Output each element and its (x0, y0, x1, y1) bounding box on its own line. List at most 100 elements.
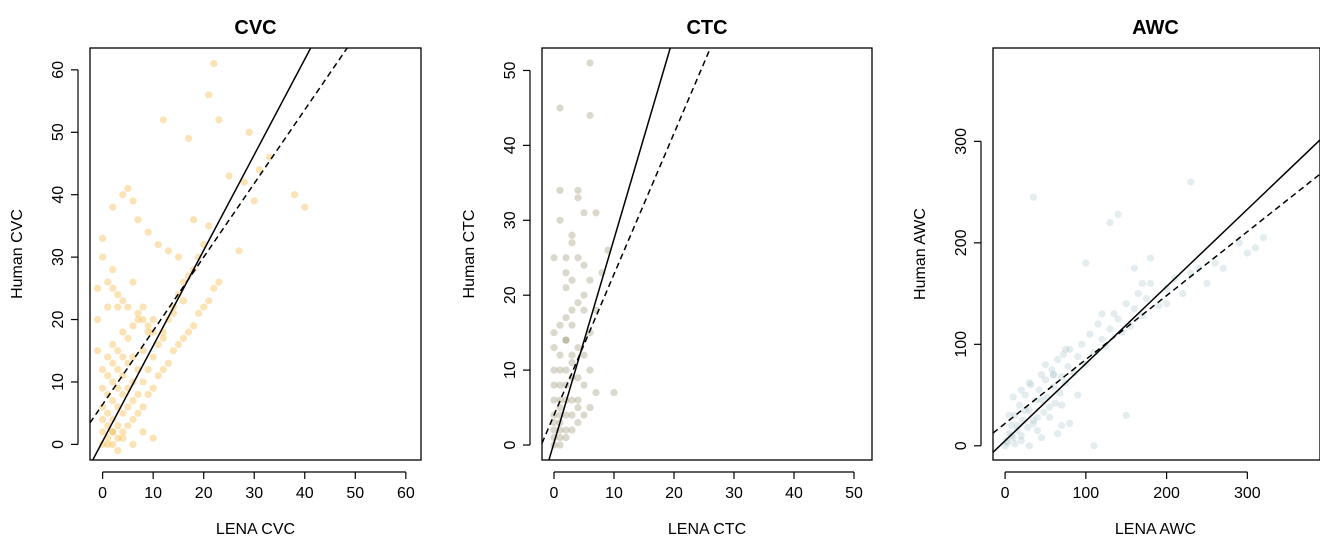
data-point (556, 433, 564, 442)
data-point (139, 403, 147, 411)
fit-line-dashed (542, 48, 712, 444)
data-point (1045, 403, 1054, 411)
data-point (205, 297, 213, 305)
data-point (1138, 279, 1146, 288)
data-point (93, 347, 102, 355)
data-point (556, 351, 564, 359)
data-point (1053, 430, 1062, 438)
data-point (568, 231, 576, 239)
data-point (574, 418, 582, 427)
data-point (562, 411, 570, 419)
data-point (586, 276, 594, 284)
data-point (580, 351, 588, 359)
data-point (562, 426, 570, 434)
data-point (1009, 393, 1017, 401)
data-point (154, 241, 162, 249)
data-point (134, 216, 142, 224)
data-point (240, 178, 248, 186)
data-point (114, 384, 122, 392)
data-point (104, 409, 112, 417)
data-point (144, 365, 152, 374)
data-point (1011, 440, 1019, 448)
fit-line-solid (91, 48, 312, 460)
data-point (159, 116, 167, 124)
data-point (1017, 432, 1025, 440)
data-point (1110, 310, 1118, 318)
x-axis-label: LENA CVC (216, 521, 295, 538)
data-point (1259, 234, 1268, 242)
data-point (205, 222, 213, 230)
data-point (1203, 279, 1211, 288)
data-point (1024, 423, 1032, 432)
x-tick-label: 20 (195, 485, 213, 502)
data-point (1114, 210, 1122, 219)
data-point (1058, 373, 1066, 381)
data-point (568, 321, 576, 329)
data-point (1021, 406, 1029, 414)
data-point (562, 314, 570, 322)
data-point (291, 191, 299, 199)
x-tick-label: 0 (550, 485, 559, 502)
x-tick-label: 10 (144, 485, 162, 502)
data-point (1037, 371, 1046, 379)
data-point (114, 347, 122, 355)
data-point (562, 269, 570, 277)
x-tick-label: 50 (346, 485, 364, 502)
fit-line-dashed (993, 173, 1320, 434)
data-point (556, 441, 564, 449)
x-tick-label: 30 (245, 485, 263, 502)
y-tick-label: 20 (502, 286, 519, 304)
data-point (586, 329, 594, 337)
data-point (580, 291, 588, 299)
data-point (550, 254, 558, 262)
data-point (1049, 371, 1058, 379)
y-axis-label: Human CVC (9, 209, 26, 299)
data-point (109, 440, 117, 448)
data-point (562, 336, 570, 344)
data-point (1235, 239, 1243, 247)
x-tick-label: 10 (605, 485, 623, 502)
panel-awc: AWC LENA AWC Human AWC 0 100 200 300 0 100 200… (912, 17, 1320, 538)
y-tick-label: 300 (953, 128, 970, 155)
data-point (568, 411, 576, 419)
data-point (134, 390, 142, 399)
data-point (124, 334, 132, 342)
data-point (1001, 442, 1009, 450)
data-point (159, 334, 167, 342)
data-point (164, 359, 172, 367)
data-point (1027, 381, 1035, 389)
data-point (129, 197, 137, 205)
data-point (1094, 320, 1102, 328)
data-point (1134, 289, 1142, 298)
data-point (109, 340, 117, 349)
data-point (1048, 366, 1056, 374)
points-group (1001, 178, 1268, 450)
data-point (205, 91, 213, 99)
data-point (568, 359, 576, 367)
data-point (139, 315, 147, 324)
data-point (119, 390, 127, 399)
data-point (1098, 310, 1106, 318)
data-point (119, 191, 127, 199)
data-point (119, 434, 127, 442)
data-point (114, 447, 122, 455)
data-point (1219, 264, 1227, 272)
x-tick-label: 100 (1073, 485, 1100, 502)
data-point (1064, 363, 1072, 371)
data-point (586, 366, 594, 374)
data-point (1090, 442, 1098, 450)
x-tick-label: 0 (98, 485, 107, 502)
data-point (129, 322, 137, 330)
data-point (1051, 399, 1059, 407)
data-point (144, 322, 152, 330)
data-point (144, 328, 152, 336)
data-point (586, 403, 594, 412)
data-point (1016, 401, 1024, 409)
data-point (1021, 391, 1029, 399)
data-point (586, 59, 594, 67)
data-point (184, 134, 193, 143)
data-point (129, 440, 137, 448)
data-point (556, 396, 564, 404)
data-point (119, 297, 127, 305)
data-point (1056, 389, 1064, 397)
